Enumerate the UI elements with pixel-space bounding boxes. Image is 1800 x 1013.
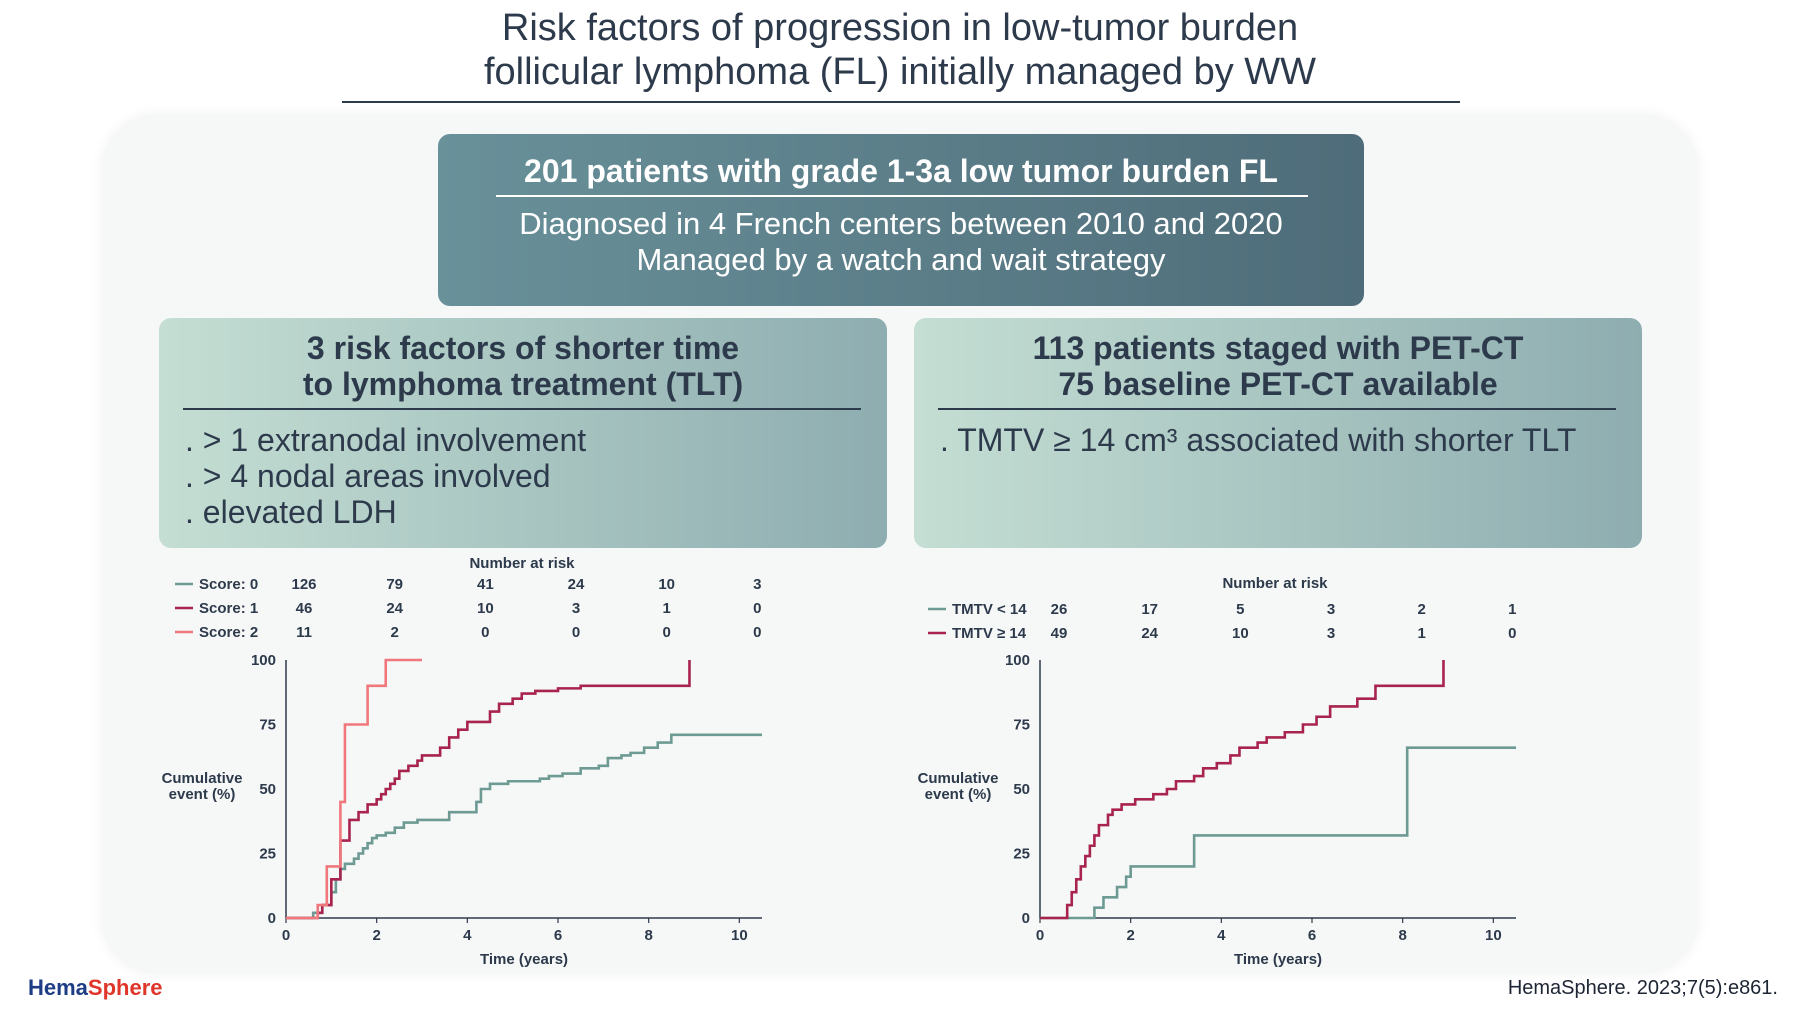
page-title-line-2: follicular lymphoma (FL) initially manag… [483,51,1317,93]
risk-factor-item: . > 1 extranodal involvement [185,422,587,458]
cohort-description: Diagnosed in 4 French centers between 20… [438,206,1364,278]
pet-ct-heading-line-1: 113 patients staged with PET-CT [1032,330,1524,366]
risk-factors-heading-line-1: 3 risk factors of shorter time [306,330,740,366]
page-title-line-1: Risk factors of progression in low-tumor… [501,7,1299,49]
risk-factors-box: 3 risk factors of shorter time to lympho… [159,318,887,548]
pet-ct-divider [938,408,1616,410]
cohort-line-2: Managed by a watch and wait strategy [636,242,1166,277]
risk-factors-heading-line-2: to lymphoma treatment (TLT) [302,366,744,402]
hemasphere-logo: HemaSphere [28,975,163,1001]
risk-factor-item: . > 4 nodal areas involved [185,458,551,494]
pet-ct-heading-line-2: 75 baseline PET-CT available [1058,366,1498,402]
pet-ct-list: . TMTV ≥ 14 cm³ associated with shorter … [940,422,1576,458]
pet-ct-item: . TMTV ≥ 14 cm³ associated with shorter … [940,422,1577,458]
citation: HemaSphere. 2023;7(5):e861. [1507,977,1778,999]
logo-sphere-text: Sphere [87,975,163,1000]
logo-hema-text: Hema [28,975,88,1000]
pet-ct-heading: 113 patients staged with PET-CT 75 basel… [914,330,1642,402]
title-block: Risk factors of progression in low-tumor… [340,6,1460,94]
risk-factors-divider [183,408,861,410]
cohort-box: 201 patients with grade 1-3a low tumor b… [438,134,1364,306]
title-divider [342,101,1460,103]
risk-factor-item: . elevated LDH [185,494,397,530]
cohort-heading: 201 patients with grade 1-3a low tumor b… [524,153,1278,189]
risk-factors-list: . > 1 extranodal involvement . > 4 nodal… [185,422,586,530]
cohort-line-1: Diagnosed in 4 French centers between 20… [519,206,1283,241]
pet-ct-box: 113 patients staged with PET-CT 75 basel… [914,318,1642,548]
risk-factors-heading: 3 risk factors of shorter time to lympho… [159,330,887,402]
cohort-divider [496,195,1308,197]
